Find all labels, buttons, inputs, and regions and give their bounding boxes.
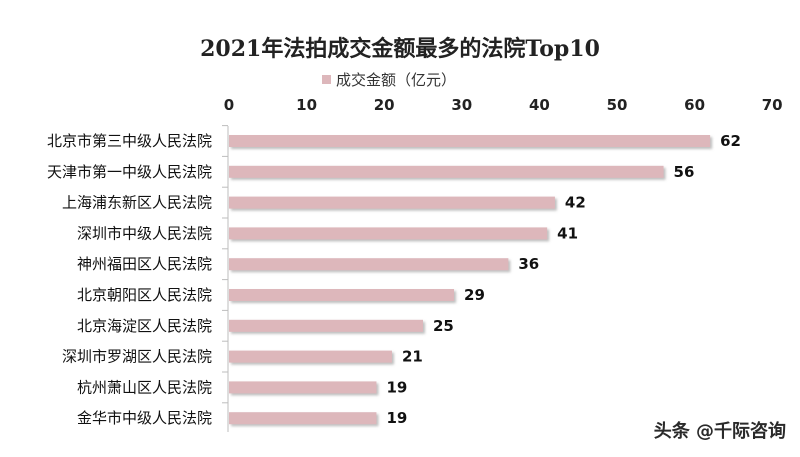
data-label: 29 [464, 286, 485, 304]
bar [229, 196, 555, 209]
category-label: 上海浦东新区人民法院 [62, 194, 212, 212]
category-label: 天津市第一中级人民法院 [47, 163, 212, 181]
x-tick-label: 50 [607, 96, 628, 114]
data-label: 42 [565, 194, 586, 212]
bars [229, 135, 711, 425]
data-label: 62 [720, 132, 741, 150]
category-label: 北京海淀区人民法院 [77, 317, 212, 335]
category-label: 神州福田区人民法院 [77, 255, 212, 273]
bar [229, 289, 455, 301]
category-label: 北京朝阳区人民法院 [77, 286, 212, 304]
legend-swatch [322, 75, 331, 84]
category-labels: 北京市第三中级人民法院天津市第一中级人民法院上海浦东新区人民法院深圳市中级人民法… [47, 125, 228, 427]
legend: 成交金额（亿元） [322, 71, 456, 89]
category-label: 杭州萧山区人民法院 [77, 378, 212, 396]
category-label: 金华市中级人民法院 [77, 409, 212, 427]
bar [229, 258, 509, 271]
x-axis-ticks: 0 10 20 30 40 50 60 70 [224, 96, 783, 114]
data-label: 41 [557, 224, 578, 242]
bar [229, 227, 548, 240]
data-label: 36 [518, 255, 539, 273]
x-tick-label: 40 [529, 96, 550, 114]
data-label: 56 [674, 163, 695, 181]
bar [229, 319, 423, 332]
data-label: 25 [433, 317, 454, 335]
chart-title: 2021年法拍成交金额最多的法院Top10 [200, 36, 600, 62]
watermark-text: 头条 @千际咨询 [653, 421, 786, 442]
x-tick-label: 0 [224, 96, 234, 114]
category-label: 深圳市罗湖区人民法院 [62, 348, 212, 366]
data-label: 21 [402, 348, 423, 366]
bar [229, 350, 392, 363]
bar [229, 135, 711, 147]
category-label: 深圳市中级人民法院 [77, 224, 212, 242]
x-tick-label: 10 [296, 96, 317, 114]
bar [229, 412, 377, 425]
value-labels: 62 56 42 41 36 29 25 21 19 19 [386, 132, 741, 427]
x-tick-label: 70 [762, 96, 783, 114]
x-tick-label: 20 [374, 96, 395, 114]
bar [229, 381, 377, 394]
x-tick-label: 60 [684, 96, 705, 114]
category-label: 北京市第三中级人民法院 [47, 132, 212, 150]
x-tick-label: 30 [451, 96, 472, 114]
data-label: 19 [386, 409, 407, 427]
legend-label: 成交金额（亿元） [336, 71, 456, 89]
bar [229, 165, 664, 178]
data-label: 19 [386, 378, 407, 396]
